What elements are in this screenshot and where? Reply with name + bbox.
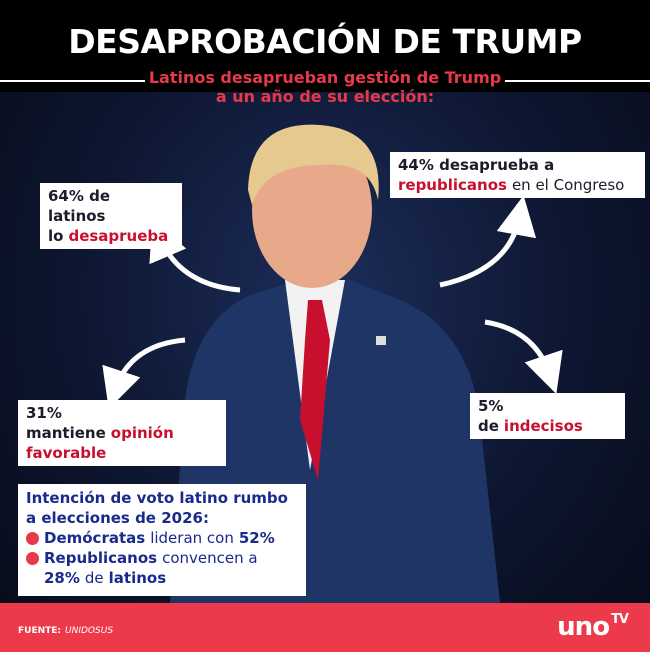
bullet — [26, 552, 39, 565]
text-line: Republicanos convencen a — [44, 548, 298, 568]
text: 28% — [44, 569, 80, 587]
callout: 31% mantiene opinión favorable — [18, 400, 226, 466]
highlight-text: opinión — [110, 424, 174, 442]
vote-box: Intención de voto latino rumbo a eleccio… — [18, 484, 306, 596]
highlight-text: Demócratas — [44, 529, 146, 547]
callout: 64% de latinos lo desaprueba — [40, 183, 182, 249]
vote-title: Intención de voto latino rumbo — [26, 489, 288, 507]
rule — [505, 80, 650, 82]
text-line: republicanos en el Congreso — [398, 175, 637, 195]
text: 44% desaprueba a — [398, 156, 555, 174]
text-line: 5% de indecisos — [478, 396, 617, 436]
subtitle-line: Latinos desaprueban gestión de Trump — [148, 68, 502, 87]
vote-item: Demócratas lideran con 52% — [26, 528, 298, 548]
highlight-text: republicanos — [398, 176, 507, 194]
text: 64% de latinos — [48, 187, 111, 225]
text-line: 31% mantiene opinión — [26, 403, 218, 443]
logo-main: uno — [557, 612, 610, 642]
text: convencen a — [162, 549, 258, 567]
text-line: 64% de latinos — [48, 186, 174, 226]
arrow — [102, 337, 186, 409]
source-name: UNIDOSUS — [65, 626, 114, 636]
text: de — [84, 569, 104, 587]
vote-title: a elecciones de 2026: — [26, 509, 209, 527]
subtitle: Latinos desaprueban gestión de Trump a u… — [0, 68, 650, 106]
text: 5% de — [478, 397, 504, 435]
callout: 5% de indecisos — [470, 393, 625, 439]
subtitle-line: a un año de su elección: — [215, 87, 435, 106]
rule — [0, 80, 145, 82]
arrow — [439, 195, 537, 288]
bullet — [26, 532, 39, 545]
footer — [0, 603, 650, 652]
hair — [248, 124, 379, 205]
highlight-text: desaprueba — [68, 227, 169, 245]
text-line: favorable — [26, 443, 218, 463]
pin — [376, 336, 386, 345]
title: DESAPROBACIÓN DE TRUMP — [68, 22, 582, 61]
text: lo — [48, 227, 64, 245]
highlight-text: favorable — [26, 444, 107, 462]
text-line: lo desaprueba — [48, 226, 174, 246]
logo-suffix: TV — [611, 612, 629, 627]
arrow — [484, 319, 563, 394]
text-line: Demócratas lideran con 52% — [44, 528, 298, 548]
source: FUENTE: UNIDOSUS — [18, 626, 113, 636]
header-band — [0, 0, 650, 92]
text: 31% mantiene — [26, 404, 106, 442]
text: en el Congreso — [511, 176, 625, 194]
text-line: 28% de latinos — [44, 568, 298, 588]
logo: uno TV — [557, 612, 629, 642]
callout: 44% desaprueba a republicanos en el Congre… — [390, 152, 645, 198]
text: 52% — [238, 529, 275, 547]
tie — [300, 300, 330, 480]
text: lideran con — [150, 529, 234, 547]
vote-item: Republicanos convencen a 28% de latinos — [26, 548, 298, 588]
text-line: 44% desaprueba a — [398, 155, 637, 175]
highlight-text: indecisos — [503, 417, 583, 435]
highlight-text: Republicanos — [44, 549, 158, 567]
text: latinos — [108, 569, 167, 587]
source-label: FUENTE: — [18, 626, 62, 636]
